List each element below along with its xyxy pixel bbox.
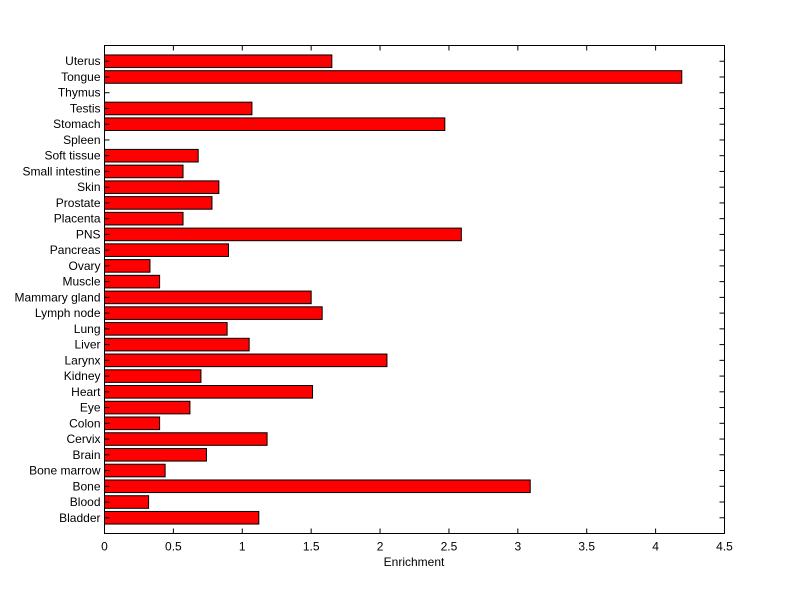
bar-cervix — [104, 432, 268, 446]
bar-bladder — [104, 510, 260, 525]
y-tick-label: Soft tissue — [44, 149, 100, 163]
y-tick-label: Muscle — [62, 275, 100, 289]
bar-placenta — [104, 211, 184, 226]
y-tick-label: Small intestine — [22, 164, 100, 178]
bar-muscle — [104, 274, 161, 289]
y-tick-label: Spleen — [63, 133, 100, 147]
bar-liver — [104, 337, 250, 352]
y-tick-label: Skin — [77, 180, 100, 194]
y-tick-label: Testis — [70, 101, 101, 115]
x-tick-label: 3.5 — [578, 540, 595, 554]
bar-heart — [104, 385, 314, 399]
bar-pns — [104, 227, 462, 242]
y-tick-label: Colon — [69, 416, 100, 430]
bar-tongue — [104, 70, 683, 84]
bar-uterus — [104, 54, 333, 69]
y-tick-label: Mammary gland — [14, 290, 100, 304]
bar-prostate — [104, 196, 213, 210]
bar-testis — [104, 101, 253, 116]
bar-lung — [104, 322, 228, 336]
y-tick-label: Heart — [71, 385, 101, 399]
y-tick-label: Eye — [80, 401, 101, 415]
x-tick-label: 1 — [239, 540, 246, 554]
y-tick-label: Ovary — [68, 259, 100, 273]
y-tick-label: Blood — [70, 495, 101, 509]
bar-bone — [104, 479, 531, 494]
x-tick-label: 2.5 — [441, 540, 458, 554]
plot-frame — [104, 45, 725, 534]
x-tick-label: 1.5 — [303, 540, 320, 554]
x-axis-label: Enrichment — [384, 555, 445, 569]
bar-soft-tissue — [104, 148, 199, 163]
y-tick-label: Pancreas — [50, 243, 101, 257]
bar-ovary — [104, 259, 151, 273]
bar-stomach — [104, 117, 446, 132]
bar-eye — [104, 400, 191, 415]
x-tick-label: 4 — [652, 540, 659, 554]
y-tick-label: Tongue — [61, 70, 101, 84]
y-tick-label: Brain — [72, 448, 100, 462]
y-tick-label: Larynx — [64, 353, 100, 367]
bar-brain — [104, 447, 207, 462]
y-tick-label: Lymph node — [35, 306, 101, 320]
x-tick-label: 3 — [514, 540, 521, 554]
y-tick-label: Placenta — [54, 212, 101, 226]
y-tick-label: Uterus — [65, 54, 100, 68]
y-tick-label: Bone — [72, 479, 100, 493]
bar-larynx — [104, 353, 388, 368]
y-tick-label: Prostate — [56, 196, 101, 210]
y-tick-label: Cervix — [66, 432, 100, 446]
bar-small-intestine — [104, 164, 184, 179]
x-tick-label: 4.5 — [716, 540, 733, 554]
bar-lymph-node — [104, 306, 323, 320]
y-tick-label: Stomach — [53, 117, 100, 131]
bar-kidney — [104, 369, 202, 383]
y-tick-label: Liver — [74, 338, 100, 352]
bar-skin — [104, 180, 220, 194]
y-tick-label: PNS — [76, 227, 101, 241]
y-tick-label: Thymus — [58, 86, 101, 100]
bar-bone-marrow — [104, 463, 166, 478]
x-tick-label: 2 — [377, 540, 384, 554]
y-tick-label: Lung — [74, 322, 101, 336]
y-tick-label: Bone marrow — [29, 464, 101, 478]
bar-pancreas — [104, 243, 229, 257]
y-tick-label: Bladder — [59, 511, 100, 525]
bar-mammary-gland — [104, 290, 312, 305]
x-tick-label: 0 — [101, 540, 108, 554]
bar-colon — [104, 416, 161, 431]
y-tick-label: Kidney — [64, 369, 101, 383]
bar-blood — [104, 495, 150, 509]
x-tick-label: 0.5 — [165, 540, 182, 554]
